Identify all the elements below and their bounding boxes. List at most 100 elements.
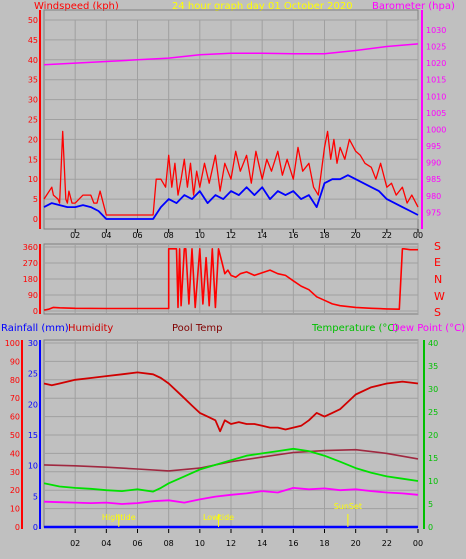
barometer-tick-label: 1015	[426, 76, 446, 85]
direction-tick-label: 90	[28, 291, 38, 300]
windspeed-tick-label: 40	[28, 56, 38, 65]
rainfall-tick-label: 20	[28, 400, 38, 409]
wind-x-tick-label: 14	[257, 231, 267, 240]
temperature-tick-label: 25	[428, 408, 438, 417]
windspeed-tick-label: 15	[28, 155, 38, 164]
wind-x-tick-label: 20	[351, 231, 361, 240]
humidity-tick-label: 20	[10, 486, 20, 495]
temp-x-tick-label: 20	[351, 539, 361, 548]
compass-label-e: E	[434, 256, 441, 269]
humidity-tick-label: 100	[5, 339, 20, 348]
temp-x-tick-label: 00	[413, 539, 423, 548]
compass-label-s1: S	[434, 240, 441, 253]
barometer-tick-label: 1030	[426, 26, 446, 35]
barometer-tick-label: 1010	[426, 92, 446, 101]
windspeed-tick-label: 35	[28, 76, 38, 85]
barometer-tick-label: 985	[426, 175, 441, 184]
barometer-tick-label: 980	[426, 192, 441, 201]
humidity-tick-label: 10	[10, 505, 20, 514]
compass-label-w: W	[434, 290, 445, 303]
temperature-tick-label: 40	[428, 339, 438, 348]
temp-x-tick-label: 22	[382, 539, 392, 548]
barometer-tick-label: 995	[426, 142, 441, 151]
panel-direction-series	[43, 248, 418, 311]
barometer-line	[43, 43, 419, 66]
wind-x-tick-label: 10	[195, 231, 205, 240]
rainfall-tick-label: 10	[28, 462, 38, 471]
temperature-tick-label: 0	[428, 523, 433, 532]
rainfall-axis-title: Rainfall (mm)	[1, 323, 69, 334]
wind-x-tick-label: 08	[164, 231, 174, 240]
windspeed-tick-label: 50	[28, 16, 38, 25]
wind-x-tick-label: 12	[226, 231, 236, 240]
direction-tick-label: 270	[23, 259, 38, 268]
annotation-label: Lowtide	[203, 513, 234, 522]
dewpoint-line	[43, 486, 419, 505]
panel-direction-grid	[44, 244, 419, 314]
pool-temp-line	[43, 448, 419, 472]
wind-x-tick-label: 04	[101, 231, 111, 240]
wind-x-tick-label: 18	[319, 231, 329, 240]
panel-temp-annotations: Hightide Lowtide SunSet	[102, 502, 362, 527]
direction-tick-label: 180	[23, 275, 38, 284]
pool-temp-title: Pool Temp	[172, 323, 223, 334]
direction-tick-label: 360	[23, 243, 38, 252]
wind-x-tick-label: 02	[70, 231, 80, 240]
barometer-tick-label: 975	[426, 208, 441, 217]
temp-x-tick-label: 18	[319, 539, 329, 548]
barometer-tick-label: 1005	[426, 109, 446, 118]
windspeed-tick-label: 30	[28, 96, 38, 105]
windspeed-line	[43, 130, 419, 216]
temperature-tick-label: 35	[428, 362, 438, 371]
rainfall-tick-label: 25	[28, 370, 38, 379]
chart-title: 24 hour graph day 01 October 2020	[172, 1, 353, 12]
windspeed-tick-label: 20	[28, 135, 38, 144]
humidity-tick-label: 30	[10, 468, 20, 477]
temp-x-tick-label: 14	[257, 539, 267, 548]
wind-x-tick-label: 16	[288, 231, 298, 240]
temp-x-tick-label: 08	[164, 539, 174, 548]
temp-x-tick-label: 04	[101, 539, 111, 548]
direction-tick-label: 0	[33, 307, 38, 316]
wind-direction-line	[43, 248, 418, 311]
barometer-axis-title: Barometer (hpa)	[372, 1, 455, 12]
barometer-tick-label: 1020	[426, 59, 446, 68]
humidity-tick-label: 0	[15, 523, 20, 532]
rainfall-tick-label: 15	[28, 431, 38, 440]
temp-x-tick-label: 02	[70, 539, 80, 548]
windspeed-tick-label: 25	[28, 116, 38, 125]
rainfall-tick-label: 30	[28, 339, 38, 348]
temperature-axis-title: Temperature (°C)	[311, 323, 398, 334]
windspeed-tick-label: 45	[28, 36, 38, 45]
wind-x-tick-label: 00	[413, 231, 423, 240]
temp-x-tick-label: 10	[195, 539, 205, 548]
windspeed-tick-label: 5	[33, 195, 38, 204]
humidity-tick-label: 40	[10, 449, 20, 458]
temperature-line	[43, 447, 419, 493]
panel-temp-series	[43, 371, 419, 529]
humidity-tick-label: 50	[10, 431, 20, 440]
compass-label-s2: S	[434, 306, 441, 319]
humidity-axis-title: Humidity	[68, 323, 113, 334]
dewpoint-axis-title: Dew Point (°C)	[392, 323, 465, 334]
panel-wind-series	[43, 43, 419, 220]
annotation-label: SunSet	[334, 502, 362, 511]
temperature-tick-label: 5	[428, 500, 433, 509]
wind-average-line	[43, 174, 419, 220]
windspeed-tick-label: 0	[33, 215, 38, 224]
barometer-tick-label: 990	[426, 159, 441, 168]
humidity-tick-label: 90	[10, 357, 20, 366]
temp-x-tick-label: 16	[288, 539, 298, 548]
rainfall-tick-label: 0	[33, 523, 38, 532]
panel-temp-axes: 0102030405060708090100051015202530051015…	[5, 339, 438, 548]
wind-x-tick-label: 22	[382, 231, 392, 240]
annotation-label: Hightide	[102, 513, 136, 522]
temp-x-tick-label: 12	[226, 539, 236, 548]
temp-x-tick-label: 06	[132, 539, 142, 548]
humidity-tick-label: 80	[10, 376, 20, 385]
temperature-tick-label: 30	[428, 385, 438, 394]
barometer-tick-label: 1025	[426, 43, 446, 52]
temperature-tick-label: 20	[428, 431, 438, 440]
